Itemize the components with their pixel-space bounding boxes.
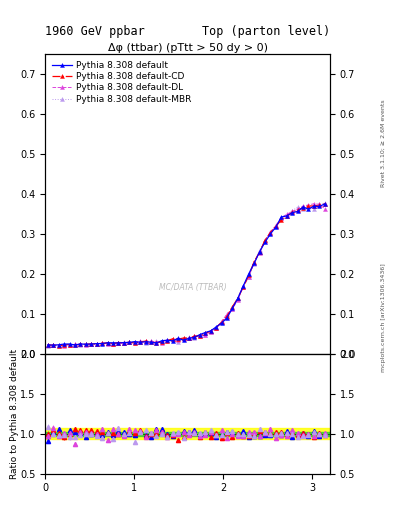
Pythia 8.308 default-DL — [230, 306, 235, 312]
Pythia 8.308 default — [219, 320, 224, 326]
Pythia 8.308 default — [46, 342, 50, 348]
Pythia 8.308 default-MBR — [214, 325, 219, 331]
Line: Pythia 8.308 default: Pythia 8.308 default — [46, 202, 327, 347]
Pythia 8.308 default-CD — [46, 342, 50, 348]
Y-axis label: Ratio to Pythia 8.308 default: Ratio to Pythia 8.308 default — [10, 349, 19, 479]
Pythia 8.308 default — [230, 305, 235, 311]
Pythia 8.308 default-DL — [322, 206, 327, 212]
Legend: Pythia 8.308 default, Pythia 8.308 default-CD, Pythia 8.308 default-DL, Pythia 8: Pythia 8.308 default, Pythia 8.308 defau… — [50, 58, 194, 106]
Pythia 8.308 default-CD — [73, 342, 77, 348]
Pythia 8.308 default-CD — [219, 319, 224, 325]
Pythia 8.308 default — [322, 201, 327, 207]
Pythia 8.308 default — [181, 337, 186, 343]
Pythia 8.308 default-DL — [198, 333, 202, 339]
Pythia 8.308 default-MBR — [176, 339, 180, 345]
Pythia 8.308 default-DL — [181, 336, 186, 343]
Pythia 8.308 default-MBR — [322, 200, 327, 206]
Pythia 8.308 default-CD — [181, 335, 186, 341]
Text: mcplots.cern.ch [arXiv:1306.3436]: mcplots.cern.ch [arXiv:1306.3436] — [381, 263, 386, 372]
Pythia 8.308 default — [51, 342, 56, 348]
Pythia 8.308 default — [306, 206, 311, 212]
Text: 1960 GeV ppbar: 1960 GeV ppbar — [45, 26, 145, 38]
Pythia 8.308 default-CD — [230, 304, 235, 310]
Pythia 8.308 default-DL — [46, 342, 50, 348]
Pythia 8.308 default-CD — [149, 339, 153, 346]
Pythia 8.308 default-CD — [306, 203, 311, 209]
Line: Pythia 8.308 default-MBR: Pythia 8.308 default-MBR — [46, 201, 327, 348]
Pythia 8.308 default-DL — [149, 338, 153, 345]
Pythia 8.308 default-CD — [56, 343, 61, 349]
Line: Pythia 8.308 default-DL: Pythia 8.308 default-DL — [46, 202, 327, 348]
Pythia 8.308 default-MBR — [301, 205, 305, 211]
Line: Pythia 8.308 default-CD: Pythia 8.308 default-CD — [46, 202, 327, 348]
Pythia 8.308 default — [73, 342, 77, 348]
Pythia 8.308 default-MBR — [225, 314, 230, 320]
Pythia 8.308 default-DL — [219, 318, 224, 325]
Pythia 8.308 default-MBR — [143, 340, 148, 346]
Pythia 8.308 default — [149, 339, 153, 345]
Pythia 8.308 default-MBR — [67, 342, 72, 348]
Pythia 8.308 default-MBR — [46, 343, 50, 349]
Pythia 8.308 default-DL — [312, 201, 316, 207]
Text: Top (parton level): Top (parton level) — [202, 26, 330, 38]
Pythia 8.308 default-DL — [62, 343, 66, 349]
Text: Rivet 3.1.10; ≥ 2.6M events: Rivet 3.1.10; ≥ 2.6M events — [381, 99, 386, 187]
Title: Δφ (ttbar) (pTtt > 50 dy > 0): Δφ (ttbar) (pTtt > 50 dy > 0) — [108, 43, 268, 53]
Pythia 8.308 default-DL — [73, 342, 77, 348]
Pythia 8.308 default-CD — [322, 201, 327, 207]
Text: MC/DATA (TTBAR): MC/DATA (TTBAR) — [160, 283, 227, 292]
